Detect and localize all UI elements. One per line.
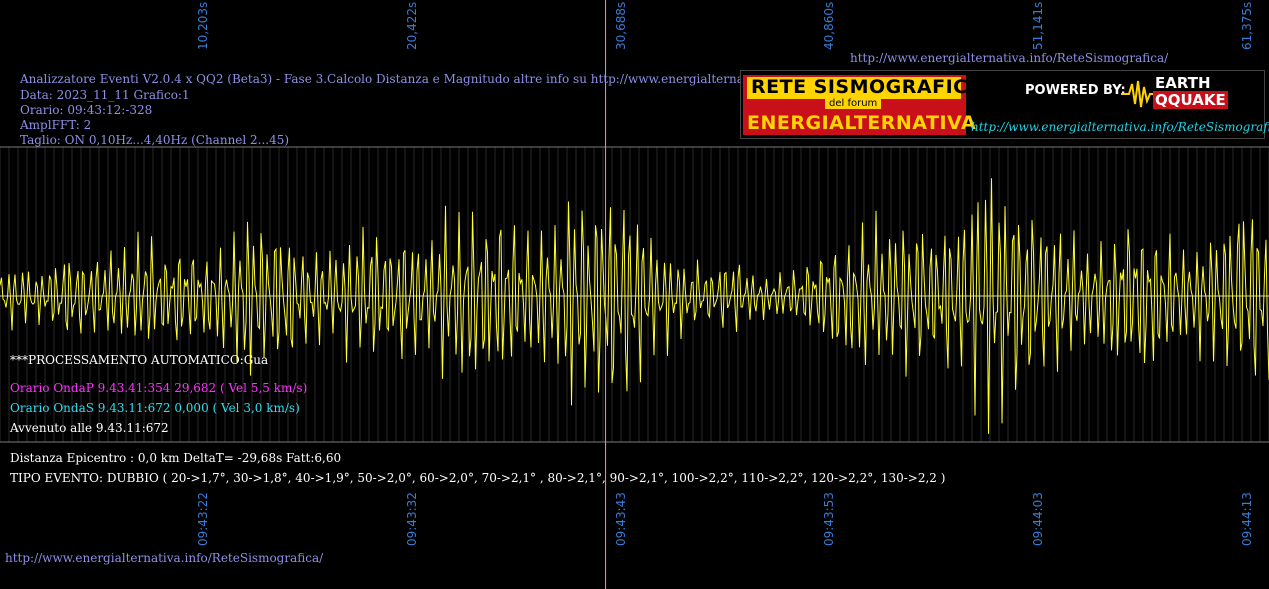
bottom-tick-label: 09:43:32 — [404, 492, 419, 546]
bottom-tick-label: 09:43:53 — [821, 492, 836, 546]
logo-forum: ENERGIALTERNATIVA — [747, 112, 977, 134]
logo-link[interactable]: http://www.energialternativa.info/ReteSi… — [971, 120, 1269, 134]
logo-title: RETE SISMOGRAFICA — [751, 76, 983, 98]
header-filter: Taglio: ON 0,10Hz...4,40Hz (Channel 2...… — [20, 133, 290, 147]
event-type: TIPO EVENTO: DUBBIO ( 20->1,7°, 30->1,8°… — [10, 471, 946, 485]
seismograph-wave-icon — [1121, 80, 1161, 108]
top-tick-label: 10,203s — [196, 1, 211, 50]
bottom-tick-label: 09:43:22 — [196, 492, 211, 546]
bottom-tick-label: 09:44:13 — [1240, 492, 1255, 546]
earth-brand: EARTH — [1155, 74, 1211, 92]
top-tick-label: 51,141s — [1031, 1, 1046, 50]
header-time: Orario: 09:43:12:-328 — [20, 103, 153, 117]
p-wave-time: Orario OndaP 9.43.41:354 29,682 ( Vel 5,… — [10, 381, 308, 395]
header-date: Data: 2023_11_11 Grafico:1 — [20, 88, 190, 102]
bottom-tick-label: 09:44:03 — [1031, 492, 1046, 546]
processing-status: ***PROCESSAMENTO AUTOMATICO:Gua — [10, 353, 269, 367]
top-tick-label: 30,688s — [614, 1, 629, 50]
epicenter-distance: Distanza Epicentro : 0,0 km DeltaT= -29,… — [10, 451, 342, 465]
logo-yellow-band — [747, 77, 961, 99]
bottom-tick-label: 09:43:43 — [614, 492, 629, 546]
powered-by-label: POWERED BY: — [1025, 83, 1126, 98]
header-title: Analizzatore Eventi V2.0.4 x QQ2 (Beta3)… — [20, 72, 856, 86]
event-occurred-time: Avvenuto alle 9.43.11:672 — [10, 421, 169, 435]
logo-subtitle: del forum — [825, 98, 882, 109]
s-wave-time: Orario OndaS 9.43.11:672 0,000 ( Vel 3,0… — [10, 401, 300, 415]
top-url-link[interactable]: http://www.energialternativa.info/ReteSi… — [850, 51, 1169, 65]
top-tick-label: 61,375s — [1240, 1, 1255, 50]
waveform-trace — [0, 178, 1269, 434]
header-amplfft: AmplFFT: 2 — [20, 118, 92, 132]
qquake-brand: QQUAKE — [1153, 91, 1228, 109]
bottom-url-link[interactable]: http://www.energialternativa.info/ReteSi… — [5, 551, 324, 565]
rete-sismografica-logo[interactable]: RETE SISMOGRAFICA del forum ENERGIALTERN… — [740, 70, 1269, 139]
grid — [0, 147, 1269, 442]
top-tick-label: 40,860s — [821, 1, 836, 50]
top-tick-label: 20,422s — [404, 1, 419, 50]
